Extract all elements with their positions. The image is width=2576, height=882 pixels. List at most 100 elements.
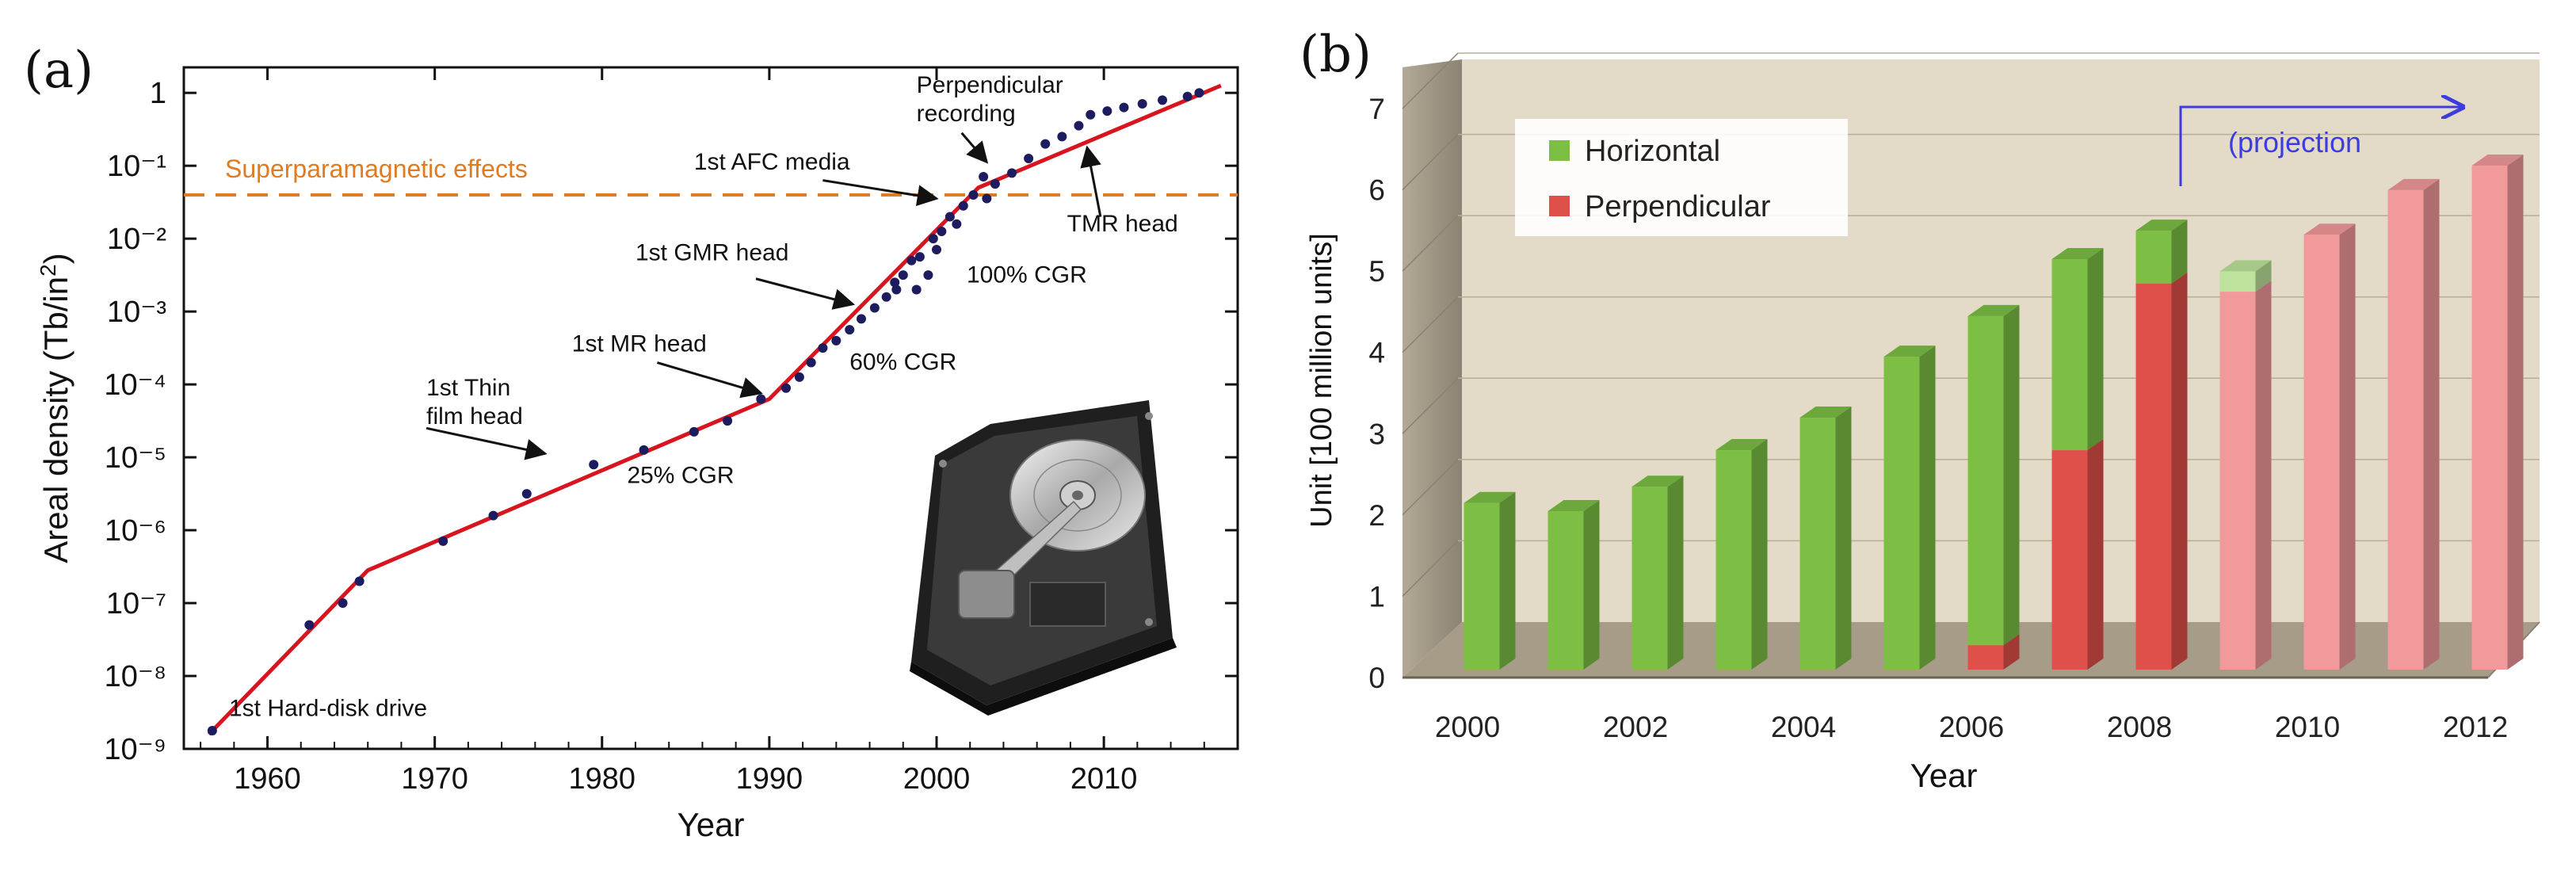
data-point: [1194, 88, 1204, 98]
bar-perpendicular-2007-front: [2051, 450, 2088, 670]
bar-horizontal-2007: [2051, 248, 2104, 451]
bar-horizontal-2000: [1464, 491, 1516, 670]
x-tick-label: 1960: [234, 762, 301, 796]
data-point: [890, 277, 900, 288]
gridline-diag: [1402, 377, 1459, 434]
x-tick-label: 2010: [2275, 711, 2340, 743]
data-point: [906, 255, 917, 265]
annotation-arrow: [755, 277, 856, 310]
panel-a-y-ticks: 1 10⁻¹ 10⁻² 10⁻³ 10⁻⁴ 10⁻⁵ 10⁻⁶ 10⁻⁷ 10⁻⁸ 10⁻⁹: [104, 77, 1238, 766]
projection-marker: (projection: [2179, 107, 2463, 186]
data-point: [911, 284, 922, 295]
legend-label-horizontal: Horizontal: [1585, 135, 1720, 168]
panel-b-label: (b): [1299, 25, 1372, 84]
bar-horizontal-2005-front: [1883, 357, 1920, 670]
legend-label-perpendicular: Perpendicular: [1585, 190, 1771, 223]
panel-a-y-axis-title: Areal density (Tb/in2): [36, 253, 75, 563]
data-point: [207, 726, 217, 736]
x-tick-label: 1980: [569, 762, 636, 796]
bar-horizontal-2002-top: [1631, 475, 1684, 487]
bar-horizontal-2003-side: [1751, 439, 1768, 670]
bar-perpendicular-2009-side: [2255, 281, 2272, 670]
annotation-label: 1st Thin: [426, 375, 510, 401]
data-point: [1024, 153, 1034, 163]
data-point: [1158, 95, 1167, 105]
annotation-label: Perpendicular: [917, 72, 1063, 98]
y-tick-label: 10⁻⁸: [105, 660, 166, 693]
x-tick-label: 2000: [1435, 711, 1500, 743]
data-point: [845, 325, 855, 335]
data-point: [1074, 120, 1084, 131]
x-tick-label: 2004: [1771, 711, 1836, 743]
gridline-diag: [1402, 215, 1459, 272]
data-point: [304, 620, 315, 630]
panel-a-label: (a): [24, 41, 93, 100]
gridline-diag: [1402, 52, 1459, 109]
bar-horizontal-2008-front: [2135, 231, 2172, 284]
bar-perpendicular-2012-front: [2471, 166, 2508, 670]
bar-perpendicular-2010-front: [2303, 235, 2340, 670]
panel-a-x-ticks: 1960 1970 1980 1990 2000 2010: [200, 67, 1238, 796]
bar-perpendicular-2007-side: [2087, 439, 2104, 670]
bar-horizontal-2002: [1631, 475, 1684, 670]
bar-horizontal-2004: [1799, 407, 1852, 670]
gridline-diag: [1402, 134, 1459, 191]
hard-disk-drive-image: [910, 400, 1177, 716]
data-point: [857, 314, 866, 324]
data-point: [488, 510, 498, 521]
data-point: [1086, 109, 1096, 120]
bar-perpendicular-2010-top: [2303, 223, 2356, 235]
data-point: [354, 576, 364, 586]
bar-perpendicular-2010-side: [2339, 223, 2356, 670]
bar-horizontal-2007-top: [2051, 248, 2104, 260]
bar-perpendicular-2009: [2219, 281, 2272, 670]
annotation-label: 1st AFC media: [694, 149, 850, 175]
bar-horizontal-2000-front: [1464, 502, 1500, 670]
bar-perpendicular-2010: [2303, 223, 2356, 670]
superparamagnetic-label: Superparamagnetic effects: [225, 155, 528, 183]
data-point: [928, 234, 938, 244]
y-tick-label: 10⁻¹: [107, 150, 166, 183]
bar-horizontal-2000-side: [1499, 491, 1516, 670]
annotation-label: 1st GMR head: [635, 240, 788, 266]
bar-horizontal-2001-top: [1548, 499, 1600, 511]
data-point: [937, 226, 947, 236]
trend-line: [207, 83, 1222, 736]
data-point: [968, 189, 979, 200]
data-point: [1057, 132, 1067, 142]
data-point: [756, 394, 766, 404]
panel-b-left-wall: [1402, 59, 1462, 678]
y-tick-label: 10⁻²: [107, 223, 166, 256]
bar-perpendicular-2008: [2135, 272, 2188, 670]
data-point: [1182, 91, 1193, 101]
bar-horizontal-2008-top: [2135, 220, 2188, 231]
data-point: [1119, 102, 1129, 113]
projection-label: (projection: [2228, 126, 2361, 158]
panel-b-x-ticks: 2000 2002 2004 2006 2008 2010 2012: [1435, 711, 2508, 743]
bar-horizontal-2009-top: [2219, 260, 2272, 272]
x-tick-label: 1970: [401, 762, 468, 796]
panel-b-chart: (b) 0 1 2 3 4 5 6 7 2000 2002 2004 2006 2008 2010 201…: [1299, 25, 2540, 794]
data-point: [958, 200, 968, 211]
data-point: [794, 372, 804, 382]
bar-perpendicular-2007: [2051, 439, 2104, 670]
data-point: [914, 252, 925, 262]
bar-perpendicular-2011-top: [2387, 178, 2440, 190]
bar-horizontal-2004-front: [1799, 418, 1836, 670]
annotation-label: 1st MR head: [572, 331, 707, 357]
data-point: [689, 426, 699, 437]
data-point: [806, 357, 816, 368]
bar-perpendicular-2006-side: [2003, 634, 2020, 670]
bar-horizontal-2009-front: [2219, 271, 2256, 292]
y-tick-label: 1: [150, 77, 166, 110]
bar-horizontal-2000-top: [1464, 491, 1516, 503]
data-point: [945, 212, 955, 222]
y-tick-label: 5: [1368, 255, 1385, 288]
data-point: [979, 171, 989, 181]
bar-perpendicular-2012: [2471, 155, 2524, 670]
bar-horizontal-2002-side: [1667, 475, 1684, 670]
annotation-label: 25% CGR: [627, 462, 734, 488]
bar-perpendicular-2011-side: [2423, 178, 2440, 670]
bar-horizontal-2008-side: [2171, 220, 2188, 284]
